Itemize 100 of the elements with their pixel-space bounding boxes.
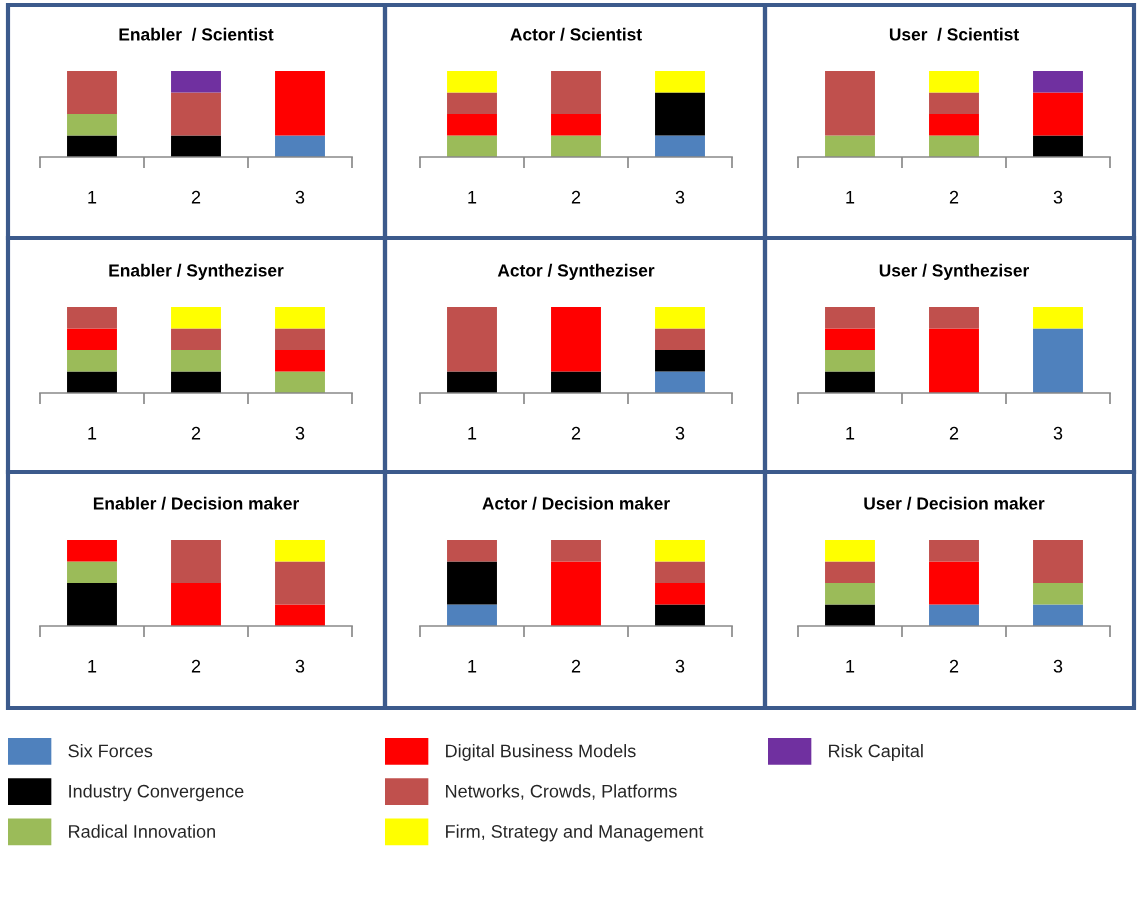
legend-label: Networks, Crowds, Platforms [446, 784, 677, 800]
bar [825, 561, 875, 583]
bar [825, 328, 875, 350]
chart-title: User / Decision maker [864, 496, 1045, 510]
bar [447, 604, 497, 626]
legend-label: Risk Capital [829, 744, 923, 761]
chart-title: User / Syntheziser [879, 263, 1030, 281]
bar [447, 92, 497, 114]
bar [929, 307, 979, 329]
bar [1033, 307, 1083, 329]
bar [447, 307, 497, 372]
x-tick-label: 1 [88, 427, 97, 440]
bar [275, 307, 325, 329]
bar [67, 114, 117, 136]
x-tick-label: 3 [295, 190, 305, 204]
bar [275, 71, 325, 136]
bar [275, 350, 325, 372]
x-tick-label: 3 [295, 426, 305, 440]
bar [551, 540, 601, 562]
bar [275, 328, 325, 350]
bar [275, 561, 325, 605]
bar [67, 135, 117, 157]
bar [275, 371, 325, 393]
bar [655, 135, 705, 157]
bar [551, 114, 601, 136]
bar [67, 561, 117, 583]
x-tick-label: 2 [949, 190, 959, 204]
x-tick-label: 2 [571, 190, 581, 204]
x-tick-label: 2 [949, 426, 959, 440]
legend-label: Six Forces [68, 744, 153, 758]
x-tick-label: 2 [191, 659, 201, 673]
bar [929, 604, 979, 626]
bar [275, 540, 325, 562]
bar [825, 583, 875, 605]
x-tick-label: 3 [675, 190, 685, 204]
x-tick-label: 3 [675, 659, 685, 673]
bar [275, 135, 325, 157]
bar [655, 540, 705, 562]
bar [67, 350, 117, 372]
bar [655, 307, 705, 329]
x-tick-label: 1 [88, 660, 97, 673]
x-tick-label: 1 [846, 191, 855, 204]
bar [171, 328, 221, 350]
bar [1033, 540, 1083, 583]
x-tick-label: 1 [88, 191, 97, 204]
chart-title: Enabler / Scientist [119, 27, 274, 41]
bar [655, 328, 705, 350]
x-tick-label: 2 [191, 190, 201, 204]
bar [929, 71, 979, 93]
x-tick-label: 1 [846, 660, 855, 673]
bar [447, 114, 497, 136]
bar [825, 307, 875, 329]
bar [929, 328, 979, 393]
bar [551, 135, 601, 157]
bar [1033, 135, 1083, 157]
bar [655, 561, 705, 583]
legend-label: Digital Business Models [446, 744, 636, 761]
bar [825, 604, 875, 626]
bar [171, 307, 221, 329]
legend-label: Firm, Strategy and Management [446, 824, 704, 842]
bar [825, 71, 875, 136]
bar [825, 540, 875, 562]
bar [655, 604, 705, 626]
bar [551, 371, 601, 393]
x-tick-label: 3 [1053, 426, 1063, 440]
bar [1033, 583, 1083, 605]
chart-title: User / Scientist [889, 27, 1019, 41]
x-tick-label: 2 [571, 426, 581, 440]
chart-title: Enabler / Decision maker [93, 496, 299, 510]
x-tick-label: 2 [571, 659, 581, 673]
bar [171, 135, 221, 157]
bar [929, 561, 979, 605]
legend-label: Industry Convergence [69, 784, 244, 802]
bar [171, 350, 221, 372]
bar [1033, 328, 1083, 393]
bar [655, 92, 705, 136]
bar [171, 583, 221, 626]
x-tick-label: 2 [949, 659, 959, 673]
bar [825, 135, 875, 157]
bar [1033, 604, 1083, 626]
x-tick-label: 3 [675, 426, 685, 440]
bar [1033, 92, 1083, 136]
bar [171, 92, 221, 136]
bar [825, 350, 875, 372]
bar [67, 328, 117, 350]
bar [171, 371, 221, 393]
bar [447, 540, 497, 562]
x-tick-label: 3 [1053, 659, 1063, 673]
bar [447, 135, 497, 157]
bar [551, 307, 601, 372]
bar [67, 307, 117, 329]
chart-title: Actor / Syntheziser [497, 263, 655, 281]
x-tick-label: 1 [468, 427, 477, 440]
bar [825, 371, 875, 393]
x-tick-label: 3 [295, 659, 305, 673]
bar [171, 540, 221, 583]
bar [655, 583, 705, 605]
bar [1033, 71, 1083, 93]
bar [929, 92, 979, 114]
bar [929, 114, 979, 136]
